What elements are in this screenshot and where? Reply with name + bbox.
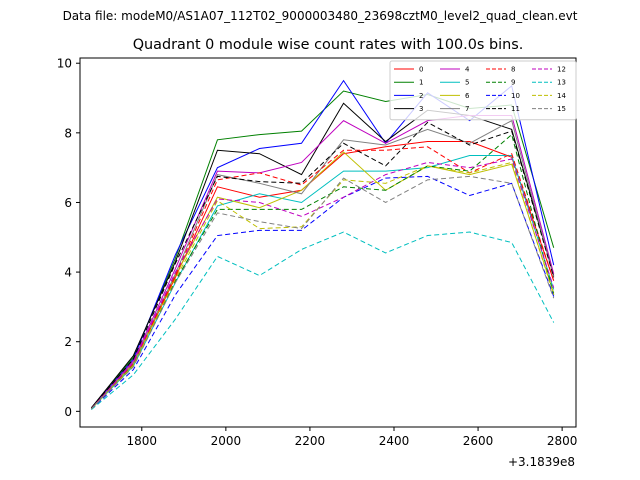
legend-label-10: 10 [511, 92, 520, 100]
series-line-6 [90, 151, 555, 410]
x-tick-label: 2400 [379, 434, 410, 448]
legend-label-15: 15 [557, 105, 566, 113]
legend-label-0: 0 [419, 66, 423, 74]
series-line-15 [90, 175, 555, 410]
y-tick-label: 2 [64, 335, 72, 349]
series-line-8 [90, 146, 555, 409]
x-tick-label: 1800 [127, 434, 158, 448]
legend-label-6: 6 [465, 92, 470, 100]
legend-label-12: 12 [557, 66, 566, 74]
legend-label-8: 8 [511, 66, 515, 74]
legend-label-5: 5 [465, 79, 469, 87]
y-tick-label: 6 [64, 196, 72, 210]
legend-label-4: 4 [465, 66, 470, 74]
series-line-7 [90, 119, 555, 409]
y-tick-label: 10 [57, 57, 72, 71]
y-tick-label: 0 [64, 405, 72, 419]
legend-label-11: 11 [511, 105, 520, 113]
x-tick-label: 2800 [547, 434, 578, 448]
series-line-10 [91, 175, 555, 410]
x-tick-label: 2200 [295, 434, 326, 448]
legend-label-9: 9 [511, 79, 515, 87]
legend-label-2: 2 [419, 92, 423, 100]
axes-frame [79, 57, 577, 428]
x-tick-label: 2000 [211, 434, 242, 448]
series-line-11 [90, 121, 555, 409]
legend-box [389, 60, 577, 121]
chart-title: Quadrant 0 module wise count rates with … [133, 37, 524, 53]
legend-label-14: 14 [557, 92, 566, 100]
y-tick-label: 8 [64, 126, 72, 140]
legend-label-13: 13 [557, 79, 566, 87]
series-line-9 [90, 133, 555, 410]
series-line-13 [91, 231, 555, 410]
y-tick-label: 4 [64, 266, 72, 280]
legend-label-1: 1 [419, 79, 423, 87]
series-lines [90, 79, 555, 410]
legend-label-7: 7 [465, 105, 469, 113]
series-line-12 [90, 158, 555, 409]
data-file-header: Data file: modeM0/AS1A07_112T02_90000034… [63, 9, 578, 23]
x-offset-label: +3.1839e8 [508, 455, 575, 469]
x-tick-label: 2600 [463, 434, 494, 448]
legend-label-3: 3 [419, 105, 423, 113]
series-line-0 [90, 141, 555, 409]
